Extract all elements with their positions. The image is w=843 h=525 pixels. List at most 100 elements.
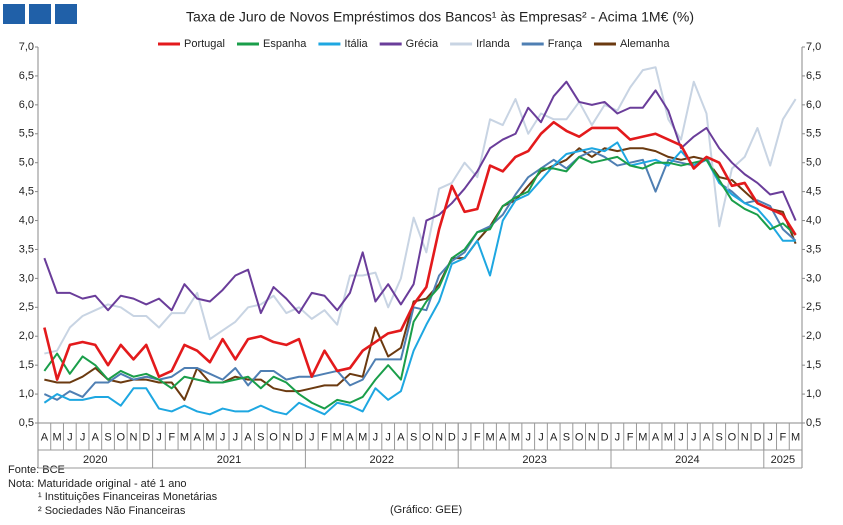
series-line (43, 150, 797, 401)
footnote: ² Sociedades Não Financeiras (38, 505, 186, 517)
x-tick-label: O (116, 431, 125, 443)
x-tick-label: J (538, 431, 544, 443)
y2-tick-label: 0,5 (806, 417, 821, 429)
x-tick-label: N (741, 431, 749, 443)
x-tick-label: M (358, 431, 367, 443)
y-tick-label: 6,5 (19, 70, 34, 82)
legend-label: Grécia (406, 38, 439, 50)
x-tick-label: M (333, 431, 342, 443)
x-tick-label: J (156, 431, 162, 443)
x-tick-label: A (41, 431, 49, 443)
x-tick-label: J (462, 431, 468, 443)
y2-tick-label: 5,0 (806, 157, 821, 169)
legend-label: Alemanha (620, 38, 670, 50)
y2-tick-label: 4,5 (806, 186, 821, 198)
y2-tick-label: 5,5 (806, 128, 821, 140)
x-tick-label: J (525, 431, 531, 443)
x-tick-label: O (728, 431, 737, 443)
credit: (Gráfico: GEE) (390, 504, 462, 516)
year-label: 2024 (675, 454, 699, 466)
x-tick-label: A (652, 431, 660, 443)
x-tick-label: J (678, 431, 684, 443)
x-tick-label: O (269, 431, 278, 443)
logo-block (3, 4, 25, 24)
series-line (43, 120, 797, 381)
x-tick-label: D (142, 431, 150, 443)
x-tick-label: S (257, 431, 264, 443)
year-label: 2023 (522, 454, 546, 466)
x-tick-label: M (511, 431, 520, 443)
y2-tick-label: 3,0 (806, 272, 821, 284)
year-label: 2021 (217, 454, 241, 466)
legend-label: Irlanda (476, 38, 511, 50)
y-tick-label: 4,0 (19, 214, 34, 226)
x-tick-label: M (638, 431, 647, 443)
source: Fonte: BCE (8, 464, 65, 476)
x-tick-label: A (397, 431, 405, 443)
x-tick-label: A (703, 431, 711, 443)
x-tick-label: M (180, 431, 189, 443)
x-tick-label: F (321, 431, 328, 443)
y-tick-label: 0,5 (19, 417, 34, 429)
y-tick-label: 3,0 (19, 272, 34, 284)
x-tick-label: N (588, 431, 596, 443)
y-tick-label: 5,5 (19, 128, 34, 140)
legend-label: França (548, 38, 583, 50)
x-tick-label: M (205, 431, 214, 443)
x-tick-label: J (80, 431, 86, 443)
x-tick-label: D (753, 431, 761, 443)
x-tick-label: D (601, 431, 609, 443)
y2-tick-label: 1,0 (806, 388, 821, 400)
series-line (43, 80, 797, 315)
y-tick-label: 2,0 (19, 330, 34, 342)
y2-tick-label: 6,5 (806, 70, 821, 82)
x-tick-label: J (220, 431, 226, 443)
y2-tick-label: 6,0 (806, 99, 821, 111)
y-tick-label: 3,5 (19, 243, 34, 255)
y2-tick-label: 1,5 (806, 359, 821, 371)
x-tick-label: S (716, 431, 723, 443)
x-tick-label: S (563, 431, 570, 443)
y-tick-label: 5,0 (19, 157, 34, 169)
legend-label: Portugal (184, 38, 225, 50)
year-label: 2025 (771, 454, 795, 466)
y-tick-label: 2,5 (19, 301, 34, 313)
x-tick-label: S (410, 431, 417, 443)
x-tick-label: J (309, 431, 315, 443)
series-line (43, 155, 797, 410)
y-tick-label: 1,0 (19, 388, 34, 400)
x-tick-label: F (780, 431, 787, 443)
x-tick-label: J (691, 431, 697, 443)
x-tick-label: J (615, 431, 621, 443)
x-tick-label: A (346, 431, 354, 443)
series-line (44, 147, 797, 401)
legend-label: Espanha (263, 38, 307, 50)
x-tick-label: N (435, 431, 443, 443)
y2-tick-label: 7,0 (806, 41, 821, 53)
chart-title: Taxa de Juro de Novos Empréstimos dos Ba… (186, 9, 694, 25)
x-tick-label: M (791, 431, 800, 443)
x-tick-label: O (575, 431, 584, 443)
x-tick-label: D (448, 431, 456, 443)
y-tick-label: 7,0 (19, 41, 34, 53)
x-tick-label: J (373, 431, 379, 443)
footnote: ¹ Instituições Financeiras Monetárias (38, 491, 218, 503)
x-tick-label: N (282, 431, 290, 443)
x-tick-label: J (233, 431, 239, 443)
year-label: 2020 (83, 454, 107, 466)
x-tick-label: A (193, 431, 201, 443)
x-tick-label: F (627, 431, 634, 443)
x-tick-label: M (485, 431, 494, 443)
year-label: 2022 (370, 454, 394, 466)
x-tick-label: J (767, 431, 773, 443)
x-tick-label: O (422, 431, 431, 443)
logo-block (55, 4, 77, 24)
logo-block (29, 4, 51, 24)
x-tick-label: A (244, 431, 252, 443)
x-tick-label: A (92, 431, 100, 443)
x-tick-label: A (499, 431, 507, 443)
note: Nota: Maturidade original - até 1 ano (8, 478, 187, 490)
x-tick-label: J (385, 431, 391, 443)
y2-tick-label: 2,0 (806, 330, 821, 342)
y2-tick-label: 3,5 (806, 243, 821, 255)
